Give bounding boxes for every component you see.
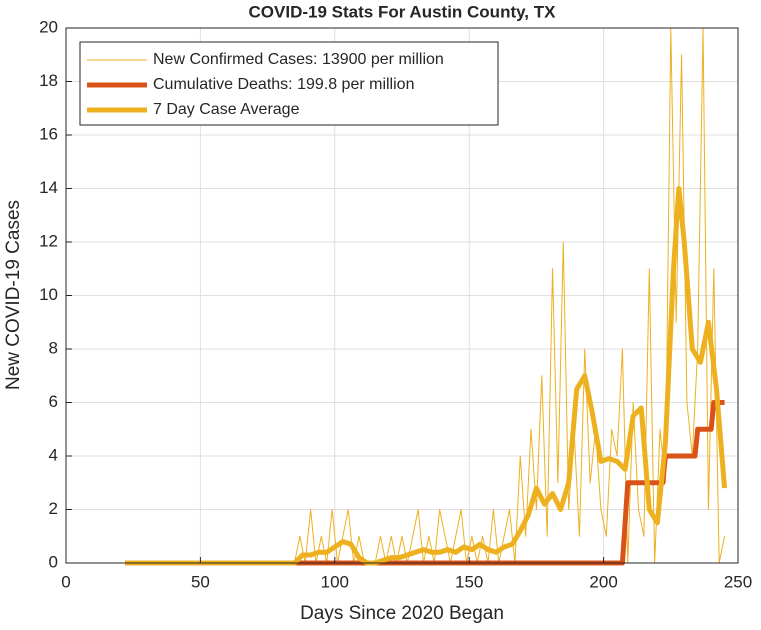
y-tick-label: 0 [49,552,58,571]
y-tick-label: 2 [49,499,58,518]
x-tick-label: 150 [455,572,483,591]
legend-label: Cumulative Deaths: 199.8 per million [153,76,414,93]
y-tick-label: 20 [39,17,58,36]
x-tick-label: 200 [589,572,617,591]
y-tick-label: 8 [49,338,58,357]
y-tick-label: 10 [39,285,58,304]
x-tick-label: 250 [724,572,752,591]
legend-label: 7 Day Case Average [153,101,300,118]
ticks: 0 50 100 150 200 250 0 2 4 6 8 10 12 14 16 18 20 [39,17,752,591]
y-tick-label: 4 [49,445,58,464]
y-tick-label: 6 [49,392,58,411]
y-tick-label: 18 [39,71,58,90]
x-tick-label: 0 [61,572,70,591]
series-line [125,27,726,564]
plot-lines [125,27,728,566]
y-tick-label: 16 [39,124,58,143]
legend: New Confirmed Cases: 13900 per million Cu… [79,41,499,126]
series-line [125,400,725,566]
y-tick-label: 12 [39,231,58,250]
y-tick-label: 14 [39,178,58,197]
legend-box [79,41,499,126]
x-tick-label: 100 [321,572,349,591]
x-axis-label: Days Since 2020 Began [300,603,504,624]
x-tick-label: 50 [191,572,210,591]
legend-label: New Confirmed Cases: 13900 per million [153,51,444,68]
series-line [125,186,728,566]
chart-title: COVID-19 Stats For Austin County, TX [249,2,557,21]
y-axis-label: New COVID-19 Cases [3,200,24,390]
